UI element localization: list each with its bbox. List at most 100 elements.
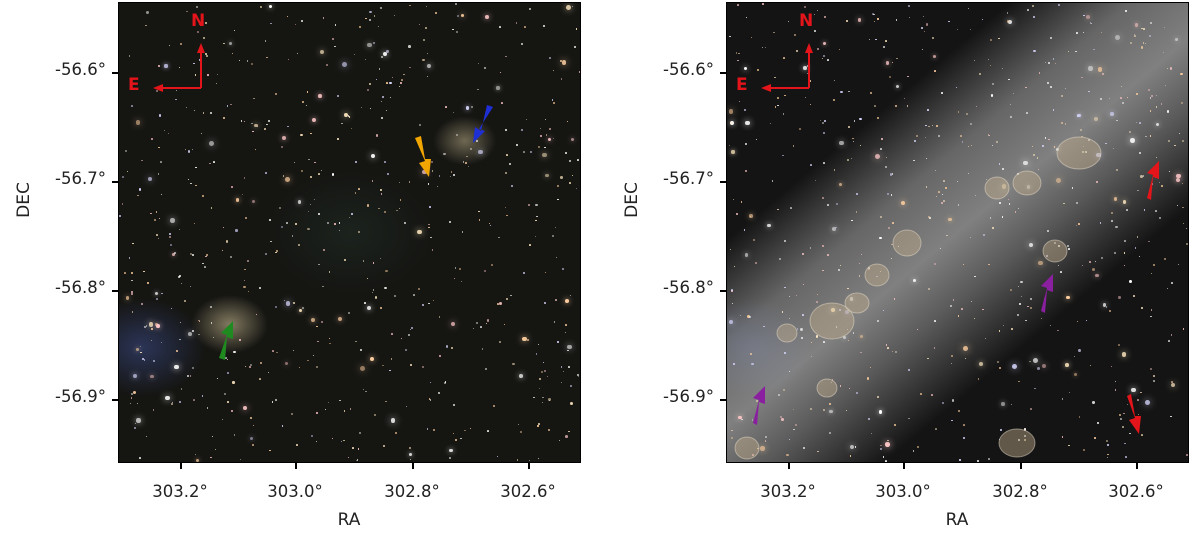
star <box>935 170 937 172</box>
star <box>1133 295 1136 297</box>
star <box>210 207 213 209</box>
star <box>1126 208 1128 211</box>
star <box>130 290 133 293</box>
star <box>381 95 384 98</box>
star <box>855 211 858 213</box>
star <box>523 151 525 153</box>
y-tick-mark <box>720 290 726 292</box>
star <box>928 287 931 290</box>
star <box>873 13 875 15</box>
star <box>179 275 182 278</box>
star <box>132 390 136 394</box>
star <box>895 351 898 354</box>
star <box>1076 320 1078 322</box>
star <box>839 308 842 311</box>
star <box>370 154 376 159</box>
star <box>145 435 147 438</box>
star <box>925 23 928 26</box>
star <box>486 429 489 432</box>
star <box>131 279 134 282</box>
star <box>927 357 929 359</box>
star <box>883 310 885 312</box>
y-tick-mark <box>720 181 726 183</box>
star <box>798 127 801 130</box>
star <box>150 138 153 141</box>
star <box>877 18 879 20</box>
star <box>264 40 267 42</box>
star <box>157 173 160 175</box>
star <box>323 249 325 252</box>
star <box>822 269 825 272</box>
star <box>348 312 351 315</box>
star <box>125 296 130 300</box>
star <box>743 66 748 71</box>
star <box>360 366 366 372</box>
star <box>338 229 341 231</box>
star <box>571 174 573 176</box>
star <box>809 79 812 82</box>
star <box>760 446 765 451</box>
star <box>784 352 786 354</box>
y-tick-mark <box>112 181 118 183</box>
star <box>204 266 206 268</box>
star <box>1027 305 1029 308</box>
star <box>133 374 138 379</box>
star <box>998 37 1000 39</box>
star <box>829 431 832 434</box>
star <box>271 350 274 353</box>
star <box>827 59 829 61</box>
star <box>359 26 361 28</box>
star <box>1075 201 1078 204</box>
star <box>128 55 131 57</box>
star <box>1025 319 1027 322</box>
star <box>1038 168 1040 171</box>
star <box>932 54 936 58</box>
star <box>150 212 152 214</box>
star <box>565 323 567 326</box>
star <box>822 131 825 134</box>
star <box>891 172 894 175</box>
star <box>449 221 451 223</box>
star <box>301 101 304 104</box>
star <box>355 459 358 462</box>
star <box>1023 160 1028 166</box>
star <box>249 366 251 368</box>
star <box>202 112 204 114</box>
star <box>553 102 556 105</box>
star <box>750 36 753 39</box>
star <box>266 123 268 126</box>
star <box>1088 90 1090 93</box>
star <box>885 40 887 42</box>
star <box>224 392 227 395</box>
star <box>421 169 427 175</box>
star <box>297 200 302 204</box>
star <box>889 173 893 176</box>
star <box>156 90 159 93</box>
star <box>328 271 331 273</box>
star <box>431 249 433 251</box>
star <box>1036 157 1039 159</box>
star <box>749 352 752 355</box>
star <box>140 302 143 306</box>
x-tick-mark <box>528 463 530 469</box>
star <box>386 173 389 175</box>
north-label: N <box>191 11 206 31</box>
star <box>927 109 929 111</box>
star <box>1080 135 1083 138</box>
star <box>885 156 887 159</box>
star <box>1113 197 1118 201</box>
star <box>347 456 350 458</box>
star <box>731 302 734 305</box>
star <box>809 103 812 106</box>
star <box>1096 152 1101 157</box>
star <box>763 325 765 328</box>
star <box>478 219 481 221</box>
star <box>141 160 143 162</box>
star <box>408 452 412 456</box>
star <box>1001 67 1003 69</box>
star <box>456 15 459 18</box>
star <box>840 264 842 266</box>
star <box>1134 23 1139 27</box>
star <box>973 60 975 62</box>
star <box>293 302 295 305</box>
